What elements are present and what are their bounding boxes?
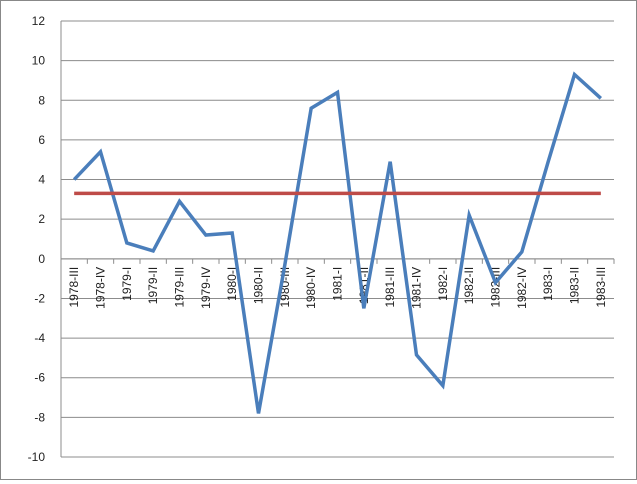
x-tick-label: 1983-I — [541, 267, 555, 301]
x-tick-label: 1979-IV — [199, 267, 213, 309]
x-tick-label: 1978-IV — [94, 267, 108, 309]
x-tick-label: 1981-I — [331, 267, 345, 301]
y-tick-label: 8 — [38, 93, 45, 107]
x-tick-label: 1981-III — [383, 267, 397, 308]
x-tick-label: 1978-III — [67, 267, 81, 308]
x-tick-label: 1982-I — [436, 267, 450, 301]
y-tick-label: 12 — [32, 14, 46, 28]
y-tick-label: -10 — [28, 450, 46, 464]
y-tick-label: -8 — [34, 410, 45, 424]
y-tick-label: -4 — [34, 331, 45, 345]
x-tick-label: 1980-II — [252, 267, 266, 304]
x-tick-label: 1979-I — [120, 267, 134, 301]
x-tick-label: 1979-II — [146, 267, 160, 304]
y-tick-label: -2 — [34, 291, 45, 305]
y-tick-label: 2 — [38, 212, 45, 226]
y-tick-label: 0 — [38, 252, 45, 266]
x-tick-label: 1982-IV — [515, 267, 529, 309]
x-tick-label: 1979-III — [173, 267, 187, 308]
y-tick-label: 4 — [38, 173, 45, 187]
x-tick-label: 1983-III — [594, 267, 608, 308]
y-tick-label: -6 — [34, 371, 45, 385]
y-tick-label: 10 — [32, 54, 46, 68]
x-tick-label: 1980-IV — [304, 267, 318, 309]
x-tick-label: 1983-II — [568, 267, 582, 304]
x-tick-label: 1981-IV — [410, 267, 424, 309]
y-tick-label: 6 — [38, 133, 45, 147]
series-line — [74, 75, 601, 414]
x-tick-label: 1982-II — [462, 267, 476, 304]
